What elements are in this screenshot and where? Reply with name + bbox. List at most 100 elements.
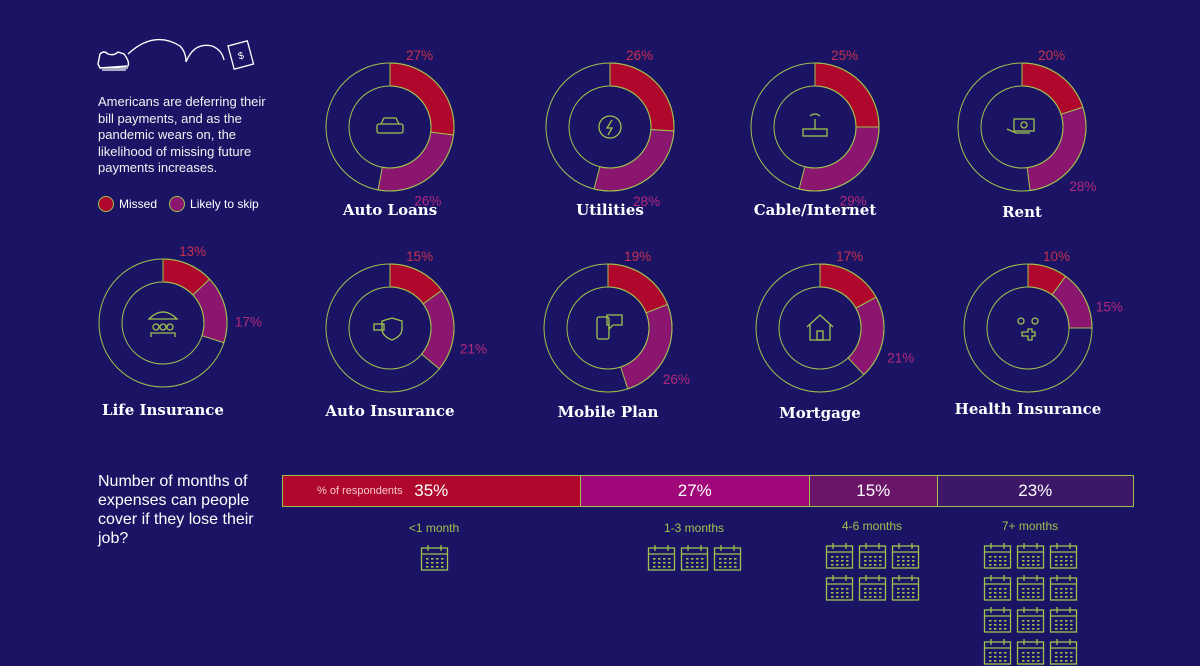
- calendar-icon: [858, 575, 886, 601]
- donut-svg-utilities: 26% 28%: [545, 48, 675, 209]
- calendar-icon: [680, 545, 708, 571]
- legend: Missed Likely to skip: [98, 196, 259, 212]
- donut-value-missed: 19%: [624, 249, 651, 264]
- calendar-icon: [1049, 543, 1077, 569]
- donut-svg-mortgage: 17% 21%: [755, 249, 914, 393]
- donut-slice-likely-to-skip: [377, 131, 455, 192]
- donut-value-likely-to-skip: 15%: [1096, 299, 1123, 314]
- donut-value-likely-to-skip: 28%: [633, 194, 660, 209]
- bar-segment-value: 23%: [1018, 481, 1053, 500]
- donut-value-missed: 27%: [406, 48, 433, 63]
- donut-svg-mobile-plan: 19% 26%: [543, 249, 690, 393]
- donut-value-likely-to-skip: 28%: [1069, 179, 1096, 194]
- bar-segment-1: % of respondents 35%: [283, 476, 581, 506]
- donut-label: Auto Insurance: [325, 402, 455, 420]
- legend-item-likely-to-skip: Likely to skip: [169, 196, 259, 212]
- donut-slice-missed: [814, 62, 880, 128]
- donut-auto-insurance: 15% 21% Auto Insurance: [290, 249, 490, 443]
- donut-health-insurance: 10% 15% Health Insurance: [928, 249, 1128, 443]
- calendar-icon: [713, 545, 741, 571]
- donut-svg-rent: 20% 28%: [957, 48, 1096, 194]
- car-icon: [376, 117, 404, 134]
- months-question: Number of months of expenses can people …: [98, 473, 254, 547]
- calendar-icon: [983, 639, 1011, 665]
- calendar-icon: [858, 543, 886, 569]
- month-range-label: <1 month: [408, 521, 460, 535]
- donut-value-missed: 10%: [1043, 249, 1070, 264]
- money-hand-icon: [1006, 118, 1035, 134]
- router-icon: [802, 113, 828, 137]
- months-stacked-bar: % of respondents 35% 27% 15% 23%: [282, 475, 1134, 507]
- donut-rent: 20% 28% Rent: [922, 48, 1122, 242]
- month-range-label: 7+ months: [1001, 519, 1059, 533]
- intro-text: Americans are deferring their bill payme…: [98, 94, 266, 175]
- bar-segment-2: 27%: [580, 476, 810, 506]
- calendar-icon: [1016, 639, 1044, 665]
- calendar-icon: [891, 543, 919, 569]
- calendar-icon: [1049, 639, 1077, 665]
- donut-value-missed: 15%: [406, 249, 433, 264]
- donut-label: Mortgage: [779, 404, 861, 422]
- donut-svg-cable-internet: 25% 29%: [750, 48, 880, 208]
- bar-segment-value: 27%: [677, 481, 712, 500]
- calendar-icon: [1049, 575, 1077, 601]
- calendar-icon: [825, 543, 853, 569]
- calendar-icon: [647, 545, 675, 571]
- donut-label: Rent: [1002, 203, 1042, 221]
- svg-text:$: $: [237, 50, 246, 62]
- donut-utilities: 26% 28% Utilities: [510, 48, 710, 242]
- phone-chat-icon: [596, 314, 623, 340]
- bar-segment-value: 15%: [856, 481, 891, 500]
- donut-value-missed: 26%: [626, 48, 653, 63]
- calendar-icon-group: [983, 542, 1078, 666]
- family-umbrella-icon: [147, 311, 179, 337]
- calendar-icon: [1049, 607, 1077, 633]
- calendar-icon: [1016, 575, 1044, 601]
- bar-segment-3: 15%: [810, 476, 938, 506]
- month-range-label: 1-3 months: [663, 521, 725, 535]
- donut-value-likely-to-skip: 26%: [414, 193, 441, 208]
- donut-label: Auto Loans: [342, 201, 438, 219]
- sneaker-bill-decoration-icon: $: [97, 38, 255, 71]
- donut-svg-auto-loans: 27% 26%: [325, 48, 455, 208]
- bar-axis-caption: % of respondents: [317, 485, 403, 497]
- calendar-icon: [983, 607, 1011, 633]
- donut-value-missed: 17%: [836, 249, 863, 264]
- calendar-icon: [1016, 607, 1044, 633]
- donut-slice-likely-to-skip: [847, 296, 885, 376]
- donut-svg-health-insurance: 10% 15%: [963, 249, 1123, 393]
- bar-segment-value: 35%: [414, 481, 449, 500]
- calendar-icon-group: [647, 544, 742, 572]
- donut-value-missed: 25%: [831, 48, 858, 63]
- donut-slice-likely-to-skip: [420, 289, 455, 370]
- legend-label-likely-to-skip: Likely to skip: [190, 197, 259, 211]
- calendar-icon: [825, 575, 853, 601]
- donut-value-missed: 13%: [179, 244, 206, 259]
- donut-label: Life Insurance: [102, 401, 224, 419]
- donut-svg-auto-insurance: 15% 21%: [325, 249, 487, 393]
- people-cross-icon: [1017, 317, 1039, 341]
- donut-svg-life-insurance: 13% 17%: [98, 244, 262, 388]
- legend-item-missed: Missed: [98, 196, 157, 212]
- calendar-icon-group: [420, 544, 449, 572]
- donut-cable-internet: 25% 29% Cable/Internet: [715, 48, 915, 242]
- donut-value-likely-to-skip: 29%: [840, 193, 867, 208]
- calendar-icon-group: [825, 542, 920, 602]
- donut-value-likely-to-skip: 26%: [663, 372, 690, 387]
- donut-life-insurance: 13% 17% Life Insurance: [63, 244, 263, 438]
- donut-label: Utilities: [576, 201, 644, 219]
- legend-label-missed: Missed: [119, 197, 158, 211]
- calendar-icon: [983, 543, 1011, 569]
- donut-auto-loans: 27% 26% Auto Loans: [290, 48, 490, 242]
- donut-value-likely-to-skip: 21%: [887, 350, 914, 365]
- donut-label: Cable/Internet: [753, 201, 877, 219]
- donut-value-missed: 20%: [1038, 48, 1065, 63]
- donut-mobile-plan: 19% 26% Mobile Plan: [508, 249, 708, 443]
- month-range-label: 4-6 months: [841, 519, 903, 533]
- bar-segment-4: 23%: [937, 476, 1133, 506]
- house-icon: [806, 314, 834, 341]
- donut-value-likely-to-skip: 21%: [460, 341, 487, 356]
- calendar-icon: [1016, 543, 1044, 569]
- electricity-plug-icon: [598, 115, 622, 139]
- calendar-icon: [891, 575, 919, 601]
